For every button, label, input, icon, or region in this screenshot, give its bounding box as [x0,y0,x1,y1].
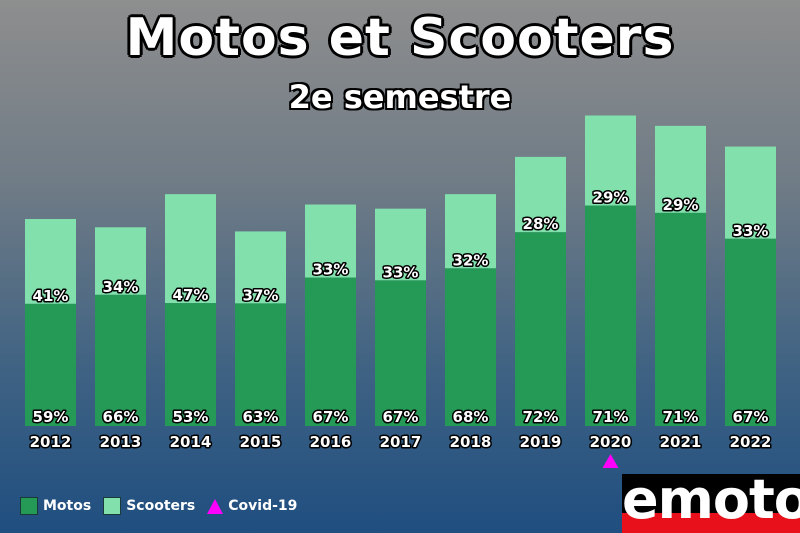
x-tick-label-2022: 2022 [730,433,772,451]
legend-item-scooters: Scooters [103,497,195,515]
bar-scooters-2012 [25,219,76,304]
bar-scooters-2021 [655,125,706,213]
data-label-motos-2012: 59% [33,408,69,426]
bar-motos-2015 [235,303,286,426]
bar-motos-2020 [585,205,636,426]
chart-subtitle: 2e semestre [288,78,512,116]
bar-scooters-2015 [235,231,286,304]
bar-motos-2017 [375,280,426,426]
legend-swatch-motos [20,497,38,515]
data-label-scooters-2012: 41% [33,287,69,305]
legend-label-scooters: Scooters [126,498,196,514]
data-label-motos-2018: 68% [453,408,489,426]
data-label-scooters-2022: 33% [733,222,769,240]
bar-motos-2014 [165,303,216,426]
x-tick-label-2012: 2012 [30,433,72,451]
legend-label-covid: Covid-19 [228,498,298,514]
emoto-logo: emoto [622,474,800,533]
bar-motos-2021 [655,212,706,426]
x-tick-label-2019: 2019 [520,433,562,451]
bar-scooters-2018 [445,194,496,269]
data-label-scooters-2015: 37% [243,286,279,304]
bar-scooters-2013 [95,227,146,295]
data-label-scooters-2018: 32% [453,251,489,269]
bar-scooters-2014 [165,194,216,304]
logo-text: emoto [622,474,800,531]
bar-motos-2013 [95,294,146,426]
x-tick-label-2021: 2021 [660,433,702,451]
data-label-scooters-2020: 29% [593,189,629,207]
legend-swatch-scooters [103,497,122,515]
bar-scooters-2022 [725,146,776,239]
legend-item-covid: Covid-19 [207,498,297,514]
bar-motos-2016 [305,277,356,426]
bar-scooters-2020 [585,115,636,206]
x-tick-label-2017: 2017 [380,433,422,451]
bar-scooters-2017 [375,208,426,281]
data-label-motos-2019: 72% [523,408,559,426]
data-label-scooters-2016: 33% [313,261,349,279]
data-label-scooters-2014: 47% [173,286,209,304]
covid-marker-2020 [602,454,619,468]
data-label-motos-2015: 63% [243,408,279,426]
data-label-scooters-2017: 33% [383,263,419,281]
x-tick-label-2013: 2013 [100,433,142,451]
x-tick-label-2020: 2020 [590,433,632,451]
legend: Motos Scooters Covid-19 [20,495,297,517]
data-label-motos-2021: 71% [663,408,699,426]
bar-motos-2019 [515,232,566,426]
x-tick-label-2018: 2018 [450,433,492,451]
data-label-motos-2017: 67% [383,408,419,426]
data-label-motos-2016: 67% [313,408,349,426]
data-label-motos-2022: 67% [733,408,769,426]
legend-label-motos: Motos [43,498,92,514]
x-tick-label-2015: 2015 [240,433,282,451]
chart-title: Motos et Scooters [125,8,675,68]
data-label-scooters-2021: 29% [663,196,699,214]
bar-motos-2022 [725,238,776,426]
bar-scooters-2019 [515,156,566,233]
bar-motos-2012 [25,303,76,426]
x-tick-label-2014: 2014 [170,433,212,451]
data-label-scooters-2019: 28% [523,215,559,233]
data-label-motos-2013: 66% [103,408,139,426]
logo-red-band [622,513,800,533]
bar-scooters-2016 [305,204,356,278]
data-label-scooters-2013: 34% [103,278,139,296]
covid-triangle-icon [207,498,224,514]
data-label-motos-2014: 53% [173,408,209,426]
legend-item-motos: Motos [20,497,91,515]
bar-motos-2018 [445,268,496,426]
x-tick-label-2016: 2016 [310,433,352,451]
data-label-motos-2020: 71% [593,408,629,426]
